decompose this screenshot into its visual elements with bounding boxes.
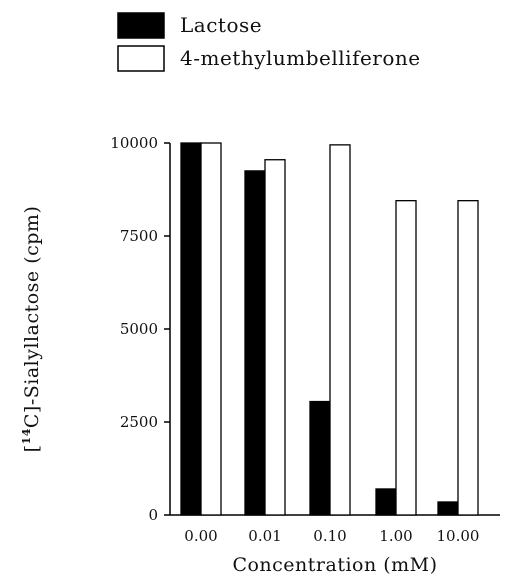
bars — [180, 142, 479, 516]
legend: Lactose 4-methylumbelliferone — [117, 12, 421, 72]
y-tick-label: 7500 — [120, 227, 158, 245]
bar-4-methylumbelliferone — [200, 142, 222, 516]
y-axis-title-bracket: [ — [21, 444, 43, 452]
x-tick-label: 0.00 — [184, 527, 217, 545]
bar-lactose — [375, 488, 397, 516]
y-tick-label: 10000 — [110, 134, 158, 152]
bar-lactose — [309, 400, 331, 516]
bar-4-methylumbelliferone — [329, 144, 351, 516]
x-tick-label: 0.01 — [248, 527, 281, 545]
x-ticks: 0.00 0.01 0.10 1.00 10.00 — [184, 527, 479, 545]
y-axis-title-rest: ]-Sialyllactose (cpm) — [21, 206, 43, 413]
y-tick-label: 0 — [148, 506, 158, 524]
y-tick-label: 2500 — [120, 413, 158, 431]
x-axis-title: Concentration (mM) — [232, 554, 437, 576]
legend-label-4-methylumbelliferone: 4-methylumbelliferone — [180, 46, 421, 70]
bar-4-methylumbelliferone — [264, 159, 286, 516]
legend-label-lactose: Lactose — [180, 13, 262, 37]
x-tick-label: 1.00 — [379, 527, 412, 545]
y-tick-label: 5000 — [120, 320, 158, 338]
y-axis-title: [14C]-Sialyllactose (cpm) — [20, 206, 43, 453]
bar-lactose — [180, 142, 202, 516]
bar-4-methylumbelliferone — [457, 200, 479, 516]
y-axis-title-element: C — [21, 413, 43, 428]
y-ticks: 0 2500 5000 7500 10000 — [110, 134, 170, 524]
bar-lactose — [244, 170, 266, 516]
bar-lactose — [437, 501, 459, 516]
y-axis-title-superscript: 14 — [20, 428, 33, 444]
legend-swatch-lactose — [117, 12, 165, 39]
bar-4-methylumbelliferone — [395, 200, 417, 516]
x-tick-label: 0.10 — [313, 527, 346, 545]
legend-swatch-4-methylumbelliferone — [117, 45, 165, 72]
x-tick-label: 10.00 — [437, 527, 480, 545]
